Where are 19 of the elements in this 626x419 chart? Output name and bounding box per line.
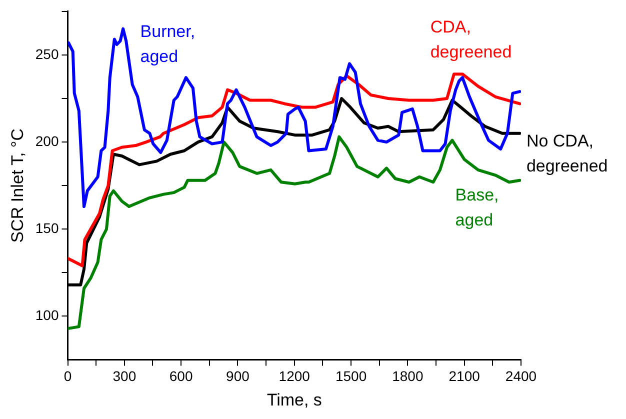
y-axis-title: SCR Inlet T, °C	[8, 128, 27, 243]
x-axis-title: Time, s	[266, 390, 322, 410]
x-tick-label: 1200	[278, 368, 310, 384]
x-tick-label: 0	[64, 368, 72, 384]
y-tick-label: 200	[35, 132, 59, 149]
x-tick-label: 300	[112, 368, 136, 384]
series-label: CDA, degreened	[430, 17, 512, 62]
x-tick-label: 1500	[335, 368, 367, 384]
y-tick-label: 100	[35, 307, 59, 324]
x-tick-label: 2100	[448, 368, 480, 384]
x-tick-label: 900	[226, 368, 250, 384]
y-tick-label: 250	[35, 46, 59, 62]
series-label: Base, aged	[455, 186, 499, 230]
x-tick-label: 1800	[392, 368, 424, 384]
series-label: No CDA, degreened	[526, 132, 608, 176]
x-tick-label: 2400	[505, 368, 537, 384]
y-tick-label: 150	[35, 220, 59, 236]
series-label: Burner, aged	[140, 22, 196, 66]
x-tick-label: 600	[169, 368, 193, 384]
